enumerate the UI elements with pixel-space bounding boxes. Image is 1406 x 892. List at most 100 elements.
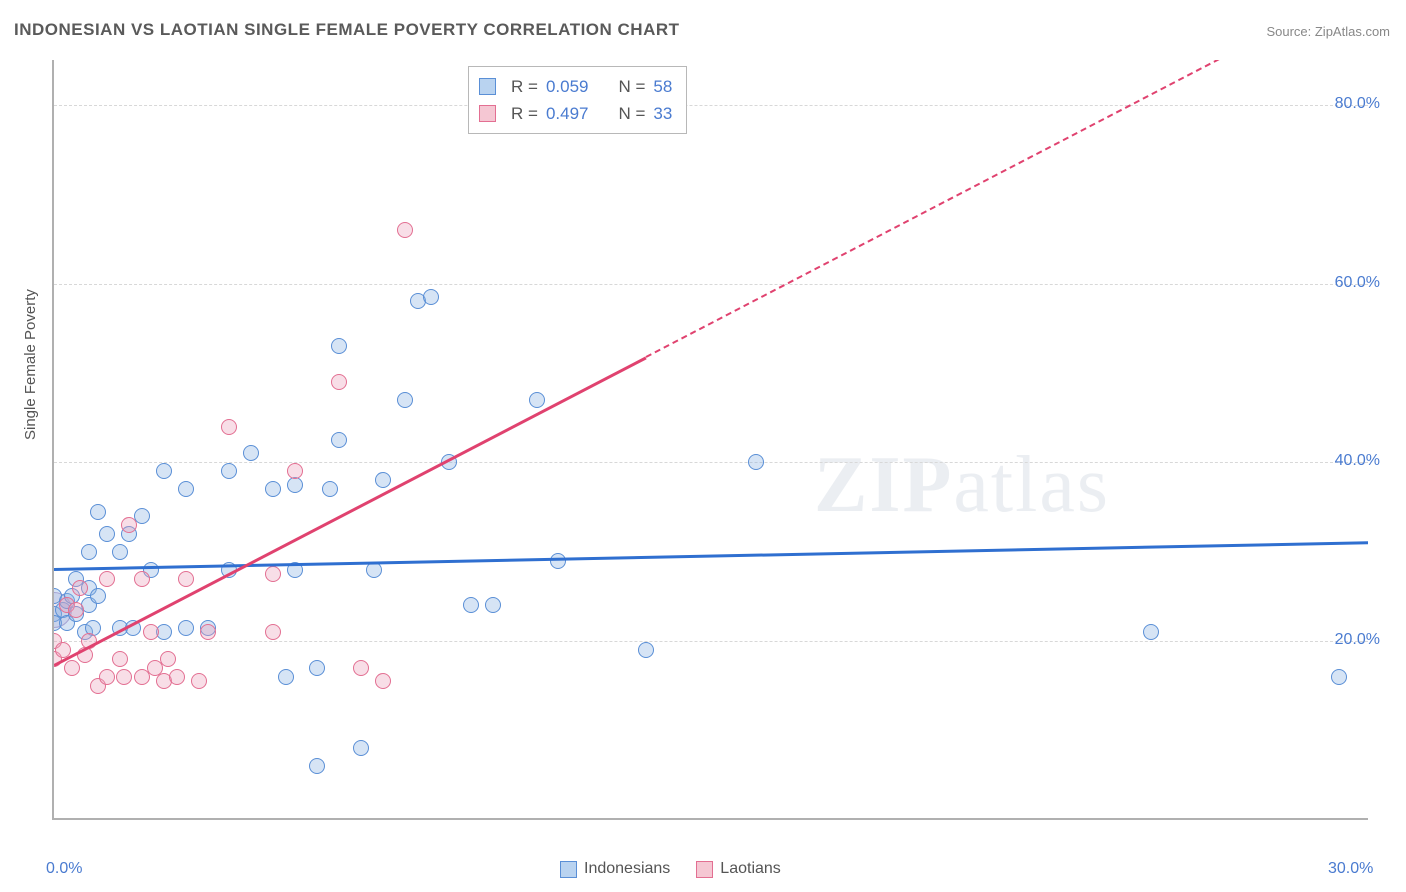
data-point bbox=[243, 445, 259, 461]
x-tick bbox=[493, 818, 494, 820]
series-legend: Indonesians Laotians bbox=[560, 860, 781, 878]
data-point bbox=[72, 580, 88, 596]
data-point bbox=[287, 463, 303, 479]
series-label: Indonesians bbox=[584, 860, 670, 878]
data-point bbox=[90, 588, 106, 604]
x-tick-label: 30.0% bbox=[1328, 860, 1373, 878]
n-value: 58 bbox=[653, 73, 672, 100]
y-tick-label: 20.0% bbox=[1335, 631, 1380, 649]
gridline bbox=[54, 462, 1368, 463]
r-value: 0.059 bbox=[546, 73, 589, 100]
series-legend-item: Laotians bbox=[696, 860, 781, 878]
data-point bbox=[265, 624, 281, 640]
chart-container: INDONESIAN VS LAOTIAN SINGLE FEMALE POVE… bbox=[0, 0, 1406, 892]
gridline bbox=[54, 641, 1368, 642]
n-value: 33 bbox=[653, 100, 672, 127]
data-point bbox=[353, 660, 369, 676]
data-point bbox=[265, 566, 281, 582]
data-point bbox=[463, 597, 479, 613]
data-point bbox=[178, 481, 194, 497]
data-point bbox=[81, 544, 97, 560]
data-point bbox=[638, 642, 654, 658]
data-point bbox=[1331, 669, 1347, 685]
data-point bbox=[221, 419, 237, 435]
data-point bbox=[331, 432, 347, 448]
data-point bbox=[178, 571, 194, 587]
x-tick bbox=[602, 818, 603, 820]
watermark-light: atlas bbox=[953, 441, 1110, 529]
watermark-bold: ZIP bbox=[814, 441, 953, 529]
r-value: 0.497 bbox=[546, 100, 589, 127]
correlation-legend: R = 0.059 N = 58 R = 0.497 N = 33 bbox=[468, 66, 687, 134]
data-point bbox=[375, 673, 391, 689]
legend-swatch bbox=[560, 861, 577, 878]
data-point bbox=[169, 669, 185, 685]
data-point bbox=[112, 544, 128, 560]
r-label: R = bbox=[511, 73, 538, 100]
series-legend-item: Indonesians bbox=[560, 860, 670, 878]
x-tick bbox=[931, 818, 932, 820]
data-point bbox=[309, 758, 325, 774]
data-point bbox=[99, 526, 115, 542]
r-label: R = bbox=[511, 100, 538, 127]
y-tick-label: 80.0% bbox=[1335, 95, 1380, 113]
data-point bbox=[64, 660, 80, 676]
gridline bbox=[54, 105, 1368, 106]
data-point bbox=[397, 222, 413, 238]
data-point bbox=[529, 392, 545, 408]
data-point bbox=[221, 463, 237, 479]
data-point bbox=[121, 517, 137, 533]
data-point bbox=[99, 571, 115, 587]
n-label: N = bbox=[618, 73, 645, 100]
data-point bbox=[116, 669, 132, 685]
x-tick bbox=[273, 818, 274, 820]
data-point bbox=[397, 392, 413, 408]
plot-area: ZIPatlas bbox=[52, 60, 1368, 820]
data-point bbox=[485, 597, 501, 613]
series-label: Laotians bbox=[720, 860, 781, 878]
x-tick-label: 0.0% bbox=[46, 860, 82, 878]
data-point bbox=[550, 553, 566, 569]
gridline bbox=[54, 284, 1368, 285]
data-point bbox=[331, 338, 347, 354]
legend-row: R = 0.497 N = 33 bbox=[479, 100, 672, 127]
x-tick bbox=[383, 818, 384, 820]
data-point bbox=[90, 504, 106, 520]
legend-swatch bbox=[479, 78, 496, 95]
chart-title: INDONESIAN VS LAOTIAN SINGLE FEMALE POVE… bbox=[14, 20, 680, 40]
legend-swatch bbox=[696, 861, 713, 878]
data-point bbox=[134, 571, 150, 587]
data-point bbox=[191, 673, 207, 689]
y-tick-label: 40.0% bbox=[1335, 452, 1380, 470]
x-tick bbox=[164, 818, 165, 820]
x-tick bbox=[822, 818, 823, 820]
data-point bbox=[178, 620, 194, 636]
data-point bbox=[160, 651, 176, 667]
trend-line bbox=[54, 541, 1368, 570]
source-label: Source: ZipAtlas.com bbox=[1266, 24, 1390, 39]
n-label: N = bbox=[618, 100, 645, 127]
data-point bbox=[112, 651, 128, 667]
legend-row: R = 0.059 N = 58 bbox=[479, 73, 672, 100]
data-point bbox=[278, 669, 294, 685]
data-point bbox=[748, 454, 764, 470]
y-tick-label: 60.0% bbox=[1335, 274, 1380, 292]
data-point bbox=[1143, 624, 1159, 640]
watermark: ZIPatlas bbox=[814, 440, 1110, 531]
data-point bbox=[331, 374, 347, 390]
data-point bbox=[353, 740, 369, 756]
x-tick bbox=[712, 818, 713, 820]
y-axis-title: Single Female Poverty bbox=[22, 289, 39, 440]
x-tick bbox=[1041, 818, 1042, 820]
data-point bbox=[156, 463, 172, 479]
x-tick bbox=[1151, 818, 1152, 820]
data-point bbox=[322, 481, 338, 497]
legend-swatch bbox=[479, 105, 496, 122]
data-point bbox=[265, 481, 281, 497]
data-point bbox=[423, 289, 439, 305]
data-point bbox=[309, 660, 325, 676]
data-point bbox=[143, 624, 159, 640]
data-point bbox=[200, 624, 216, 640]
data-point bbox=[375, 472, 391, 488]
x-tick bbox=[1260, 818, 1261, 820]
